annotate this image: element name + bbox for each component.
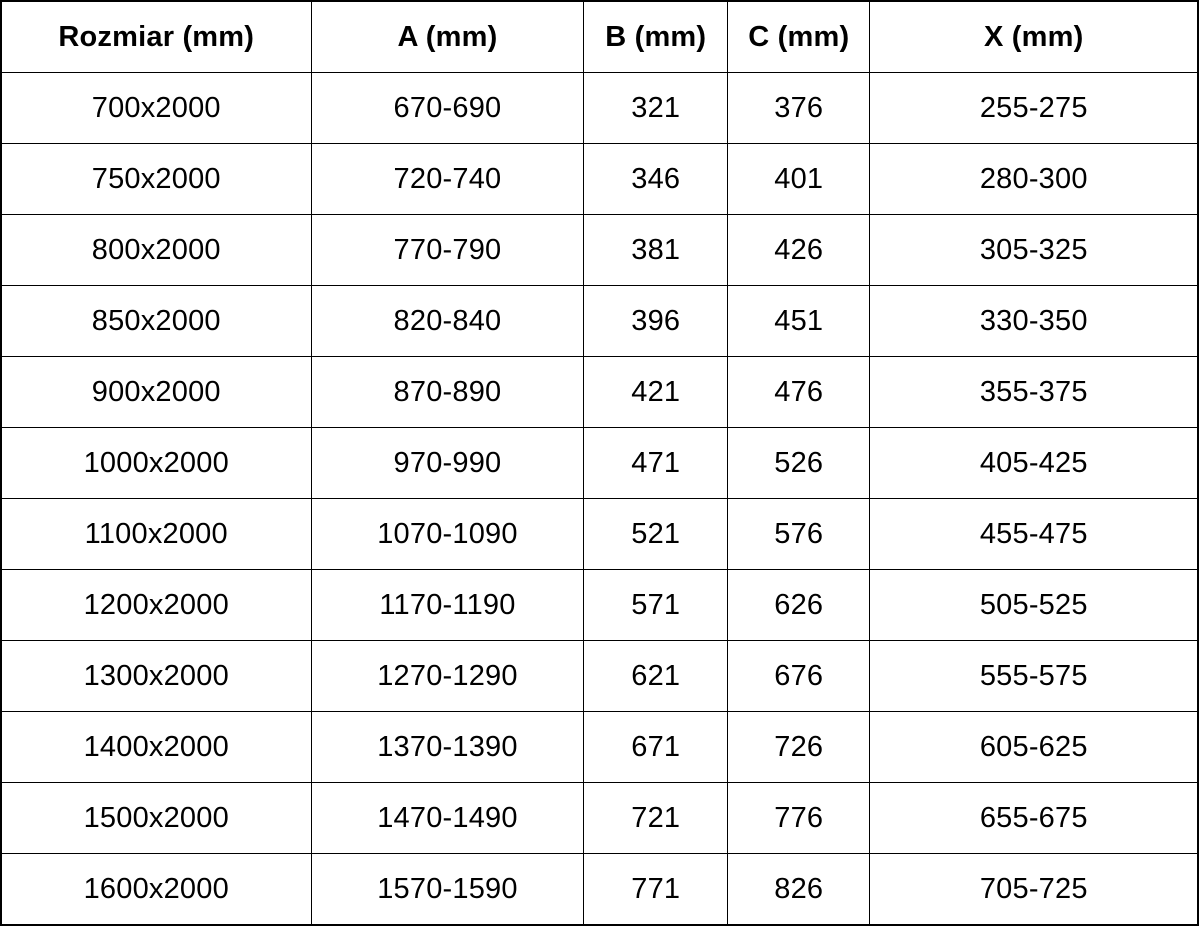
cell-rozmiar: 700x2000 <box>0 72 312 144</box>
column-header-b: B (mm) <box>583 0 729 73</box>
cell-b: 771 <box>583 853 729 926</box>
table-header: Rozmiar (mm) A (mm) B (mm) C (mm) X (mm) <box>0 0 1199 73</box>
cell-x: 405-425 <box>869 427 1199 499</box>
cell-rozmiar: 1400x2000 <box>0 711 312 783</box>
cell-x: 505-525 <box>869 569 1199 641</box>
cell-b: 671 <box>583 711 729 783</box>
cell-b: 381 <box>583 214 729 286</box>
cell-c: 726 <box>727 711 871 783</box>
cell-rozmiar: 1200x2000 <box>0 569 312 641</box>
cell-a: 820-840 <box>310 285 585 357</box>
cell-a: 720-740 <box>310 143 585 215</box>
column-header-rozmiar: Rozmiar (mm) <box>0 0 312 73</box>
cell-b: 346 <box>583 143 729 215</box>
cell-rozmiar: 1600x2000 <box>0 853 312 926</box>
cell-x: 280-300 <box>869 143 1199 215</box>
cell-c: 826 <box>727 853 871 926</box>
cell-x: 605-625 <box>869 711 1199 783</box>
table-row: 1100x2000 1070-1090 521 576 455-475 <box>0 498 1199 570</box>
cell-b: 471 <box>583 427 729 499</box>
header-row: Rozmiar (mm) A (mm) B (mm) C (mm) X (mm) <box>0 0 1199 73</box>
cell-a: 670-690 <box>310 72 585 144</box>
cell-c: 451 <box>727 285 871 357</box>
table-row: 700x2000 670-690 321 376 255-275 <box>0 72 1199 144</box>
cell-rozmiar: 1000x2000 <box>0 427 312 499</box>
cell-b: 721 <box>583 782 729 854</box>
cell-x: 655-675 <box>869 782 1199 854</box>
table-body: 700x2000 670-690 321 376 255-275 750x2000 720-… <box>0 72 1199 926</box>
table-row: 800x2000 770-790 381 426 305-325 <box>0 214 1199 286</box>
cell-a: 1270-1290 <box>310 640 585 712</box>
table-row: 1500x2000 1470-1490 721 776 655-675 <box>0 782 1199 854</box>
cell-rozmiar: 1300x2000 <box>0 640 312 712</box>
cell-x: 555-575 <box>869 640 1199 712</box>
table-row: 1200x2000 1170-1190 571 626 505-525 <box>0 569 1199 641</box>
table-row: 750x2000 720-740 346 401 280-300 <box>0 143 1199 215</box>
cell-rozmiar: 750x2000 <box>0 143 312 215</box>
table-row: 1600x2000 1570-1590 771 826 705-725 <box>0 853 1199 926</box>
cell-c: 776 <box>727 782 871 854</box>
cell-c: 576 <box>727 498 871 570</box>
cell-a: 870-890 <box>310 356 585 428</box>
cell-a: 970-990 <box>310 427 585 499</box>
cell-x: 705-725 <box>869 853 1199 926</box>
cell-rozmiar: 900x2000 <box>0 356 312 428</box>
cell-x: 355-375 <box>869 356 1199 428</box>
cell-b: 396 <box>583 285 729 357</box>
cell-b: 621 <box>583 640 729 712</box>
cell-b: 321 <box>583 72 729 144</box>
cell-a: 1370-1390 <box>310 711 585 783</box>
cell-a: 1170-1190 <box>310 569 585 641</box>
table-row: 1300x2000 1270-1290 621 676 555-575 <box>0 640 1199 712</box>
column-header-a: A (mm) <box>310 0 585 73</box>
column-header-x: X (mm) <box>869 0 1199 73</box>
cell-a: 1470-1490 <box>310 782 585 854</box>
table-row: 1400x2000 1370-1390 671 726 605-625 <box>0 711 1199 783</box>
cell-b: 571 <box>583 569 729 641</box>
cell-a: 1570-1590 <box>310 853 585 926</box>
cell-c: 401 <box>727 143 871 215</box>
cell-a: 770-790 <box>310 214 585 286</box>
cell-c: 676 <box>727 640 871 712</box>
table-row: 1000x2000 970-990 471 526 405-425 <box>0 427 1199 499</box>
table-row: 900x2000 870-890 421 476 355-375 <box>0 356 1199 428</box>
column-header-c: C (mm) <box>727 0 871 73</box>
cell-rozmiar: 1500x2000 <box>0 782 312 854</box>
cell-c: 426 <box>727 214 871 286</box>
cell-c: 526 <box>727 427 871 499</box>
cell-b: 421 <box>583 356 729 428</box>
table-row: 850x2000 820-840 396 451 330-350 <box>0 285 1199 357</box>
cell-x: 305-325 <box>869 214 1199 286</box>
cell-rozmiar: 850x2000 <box>0 285 312 357</box>
cell-x: 255-275 <box>869 72 1199 144</box>
cell-rozmiar: 800x2000 <box>0 214 312 286</box>
cell-rozmiar: 1100x2000 <box>0 498 312 570</box>
cell-c: 376 <box>727 72 871 144</box>
cell-x: 330-350 <box>869 285 1199 357</box>
cell-x: 455-475 <box>869 498 1199 570</box>
cell-b: 521 <box>583 498 729 570</box>
cell-c: 626 <box>727 569 871 641</box>
cell-c: 476 <box>727 356 871 428</box>
cell-a: 1070-1090 <box>310 498 585 570</box>
